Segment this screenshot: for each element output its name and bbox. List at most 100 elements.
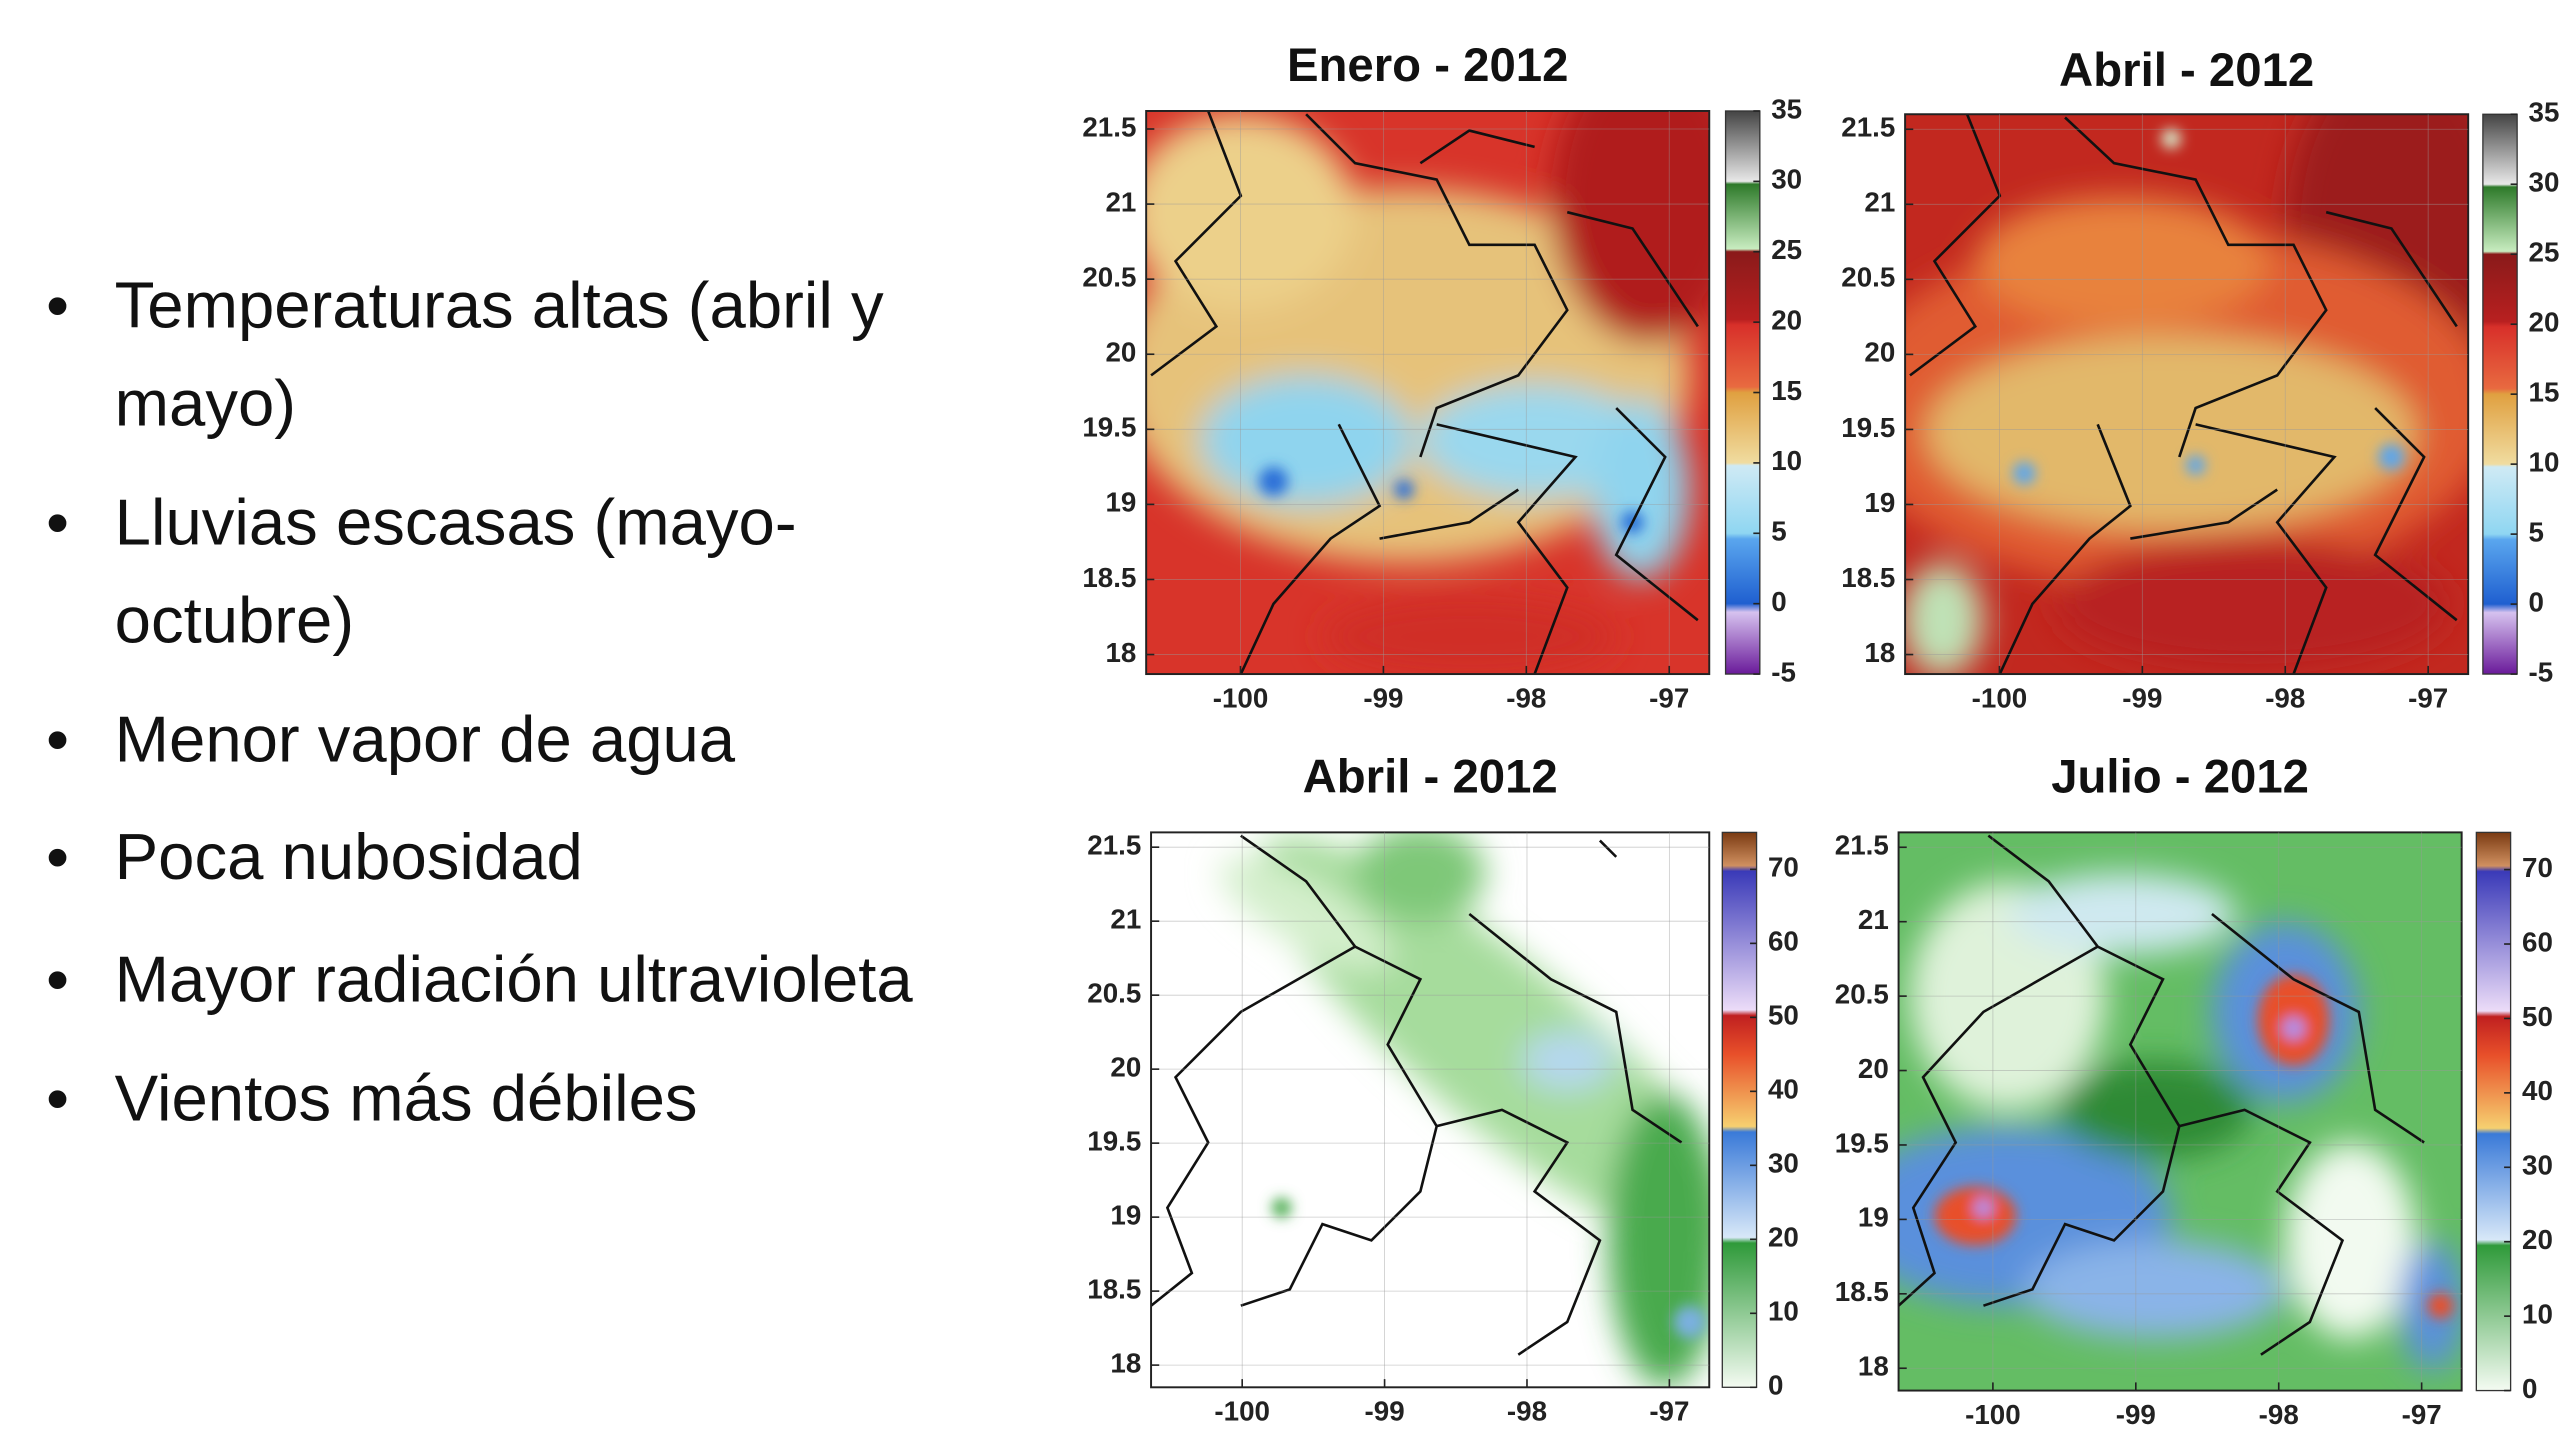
panel-title: Enero - 2012 (1287, 39, 1568, 92)
colorbar-label: 15 (1771, 375, 1802, 406)
y-tick-label: 18 (1110, 1347, 1141, 1378)
colorbar-label: 60 (2522, 926, 2553, 957)
colorbar-label: 30 (2529, 167, 2560, 198)
y-tick-label: 18 (1858, 1351, 1889, 1382)
colorbar-label: 35 (2529, 97, 2560, 128)
x-tick-label: -98 (1507, 1396, 1547, 1427)
map-abril-precip (1151, 832, 1710, 1388)
colorbar-label: 40 (2522, 1075, 2553, 1106)
x-tick-label: -97 (1649, 1396, 1689, 1427)
x-tick-label: -100 (1965, 1399, 2021, 1430)
map-enero (1146, 110, 1710, 675)
panel-title: Abril - 2012 (2059, 44, 2314, 97)
y-tick-label: 18.5 (1835, 1276, 1889, 1307)
x-tick-label: -97 (2402, 1399, 2442, 1430)
y-tick-label: 21.5 (1082, 111, 1136, 142)
y-tick-label: 21.5 (1087, 830, 1141, 861)
colorbar-label: 0 (2529, 586, 2544, 617)
y-tick-label: 21 (1106, 186, 1137, 217)
x-tick-label: -98 (2259, 1399, 2299, 1430)
map-julio-precip (1898, 832, 2462, 1391)
colorbar-label: 20 (1771, 304, 1802, 335)
bullet-dot: • (46, 485, 69, 558)
y-tick-label: 20 (1858, 1053, 1889, 1084)
bullet-dot: • (46, 702, 69, 775)
y-tick-label: 19 (1858, 1202, 1889, 1233)
map-frame (1904, 113, 2470, 676)
colorbar-label: 20 (1768, 1222, 1799, 1253)
map-frame (1145, 110, 1711, 676)
colorbar-label: 0 (2522, 1373, 2537, 1404)
x-tick-label: -98 (1506, 683, 1546, 714)
bullet-dot: • (46, 942, 69, 1015)
x-tick-label: -99 (1365, 1396, 1405, 1427)
y-tick-label: 18 (1864, 637, 1895, 668)
x-tick-label: -99 (2122, 683, 2162, 714)
colorbar-label: 0 (1768, 1370, 1783, 1401)
colorbar-label: 60 (1768, 926, 1799, 957)
colorbar-label: 5 (1771, 516, 1786, 547)
y-tick-label: 19.5 (1841, 412, 1895, 443)
colorbar-label: 30 (1771, 164, 1802, 195)
x-tick-label: -99 (2116, 1399, 2156, 1430)
y-tick-label: 21 (1110, 903, 1141, 934)
colorbar-label: 10 (2529, 446, 2560, 477)
colorbar-label: 50 (2522, 1001, 2553, 1032)
map-frame (1897, 831, 2463, 1392)
bullet-text: mayo) (115, 366, 296, 439)
colorbar-label: 30 (1768, 1148, 1799, 1179)
y-tick-label: 21 (1858, 904, 1889, 935)
colorbar-label: 20 (2529, 307, 2560, 338)
y-tick-label: 21.5 (1835, 830, 1889, 861)
bullet-text: Lluvias escasas (mayo- (115, 485, 797, 558)
bullet-text: Mayor radiación ultravioleta (115, 942, 914, 1015)
colorbar-label: 10 (1771, 445, 1802, 476)
colorbar-label: 10 (2522, 1298, 2553, 1329)
y-tick-label: 20.5 (1082, 261, 1136, 292)
y-tick-label: 20 (1110, 1051, 1141, 1082)
colorbar-label: 5 (2529, 516, 2544, 547)
y-tick-label: 18.5 (1082, 562, 1136, 593)
y-tick-label: 21 (1864, 187, 1895, 218)
colorbar-label: 15 (2529, 376, 2560, 407)
x-tick-label: -99 (1363, 683, 1403, 714)
colorbar-label: -5 (2529, 656, 2554, 687)
y-tick-label: 21.5 (1841, 112, 1895, 143)
bullet-text: Menor vapor de agua (115, 702, 736, 775)
panel-title: Julio - 2012 (2051, 751, 2309, 804)
colorbar-label: 25 (2529, 237, 2560, 268)
colorbar (1721, 831, 1758, 1388)
y-tick-label: 20.5 (1841, 262, 1895, 293)
map-abril (1905, 114, 2469, 675)
colorbar-label: 40 (1768, 1074, 1799, 1105)
y-tick-label: 18.5 (1087, 1273, 1141, 1304)
colorbar-label: 70 (2522, 852, 2553, 883)
y-tick-label: 20 (1864, 337, 1895, 368)
y-tick-label: 20.5 (1087, 977, 1141, 1008)
x-tick-label: -100 (1972, 683, 2028, 714)
colorbar-label: 35 (1771, 93, 1802, 124)
colorbar-label: 70 (1768, 852, 1799, 883)
y-tick-label: 19.5 (1082, 412, 1136, 443)
colorbar-label: 20 (2522, 1224, 2553, 1255)
map-frame (1150, 831, 1711, 1389)
x-tick-label: -97 (1649, 683, 1689, 714)
y-tick-label: 19.5 (1087, 1125, 1141, 1156)
y-tick-label: 18.5 (1841, 562, 1895, 593)
colorbar-label: 30 (2522, 1150, 2553, 1181)
bullet-text: Temperaturas altas (abril y (115, 268, 884, 341)
bullet-text: Poca nubosidad (115, 820, 583, 893)
y-tick-label: 19 (1864, 487, 1895, 518)
colorbar-label: 50 (1768, 1000, 1799, 1031)
colorbar-label: 0 (1771, 586, 1786, 617)
bullet-dot: • (46, 820, 69, 893)
bullet-text: Vientos más débiles (115, 1062, 698, 1135)
x-tick-label: -100 (1213, 683, 1269, 714)
y-tick-label: 20.5 (1835, 978, 1889, 1009)
x-tick-label: -97 (2408, 683, 2448, 714)
bullet-text: octubre) (115, 583, 354, 656)
y-tick-label: 19 (1110, 1199, 1141, 1230)
colorbar-label: 10 (1768, 1296, 1799, 1327)
